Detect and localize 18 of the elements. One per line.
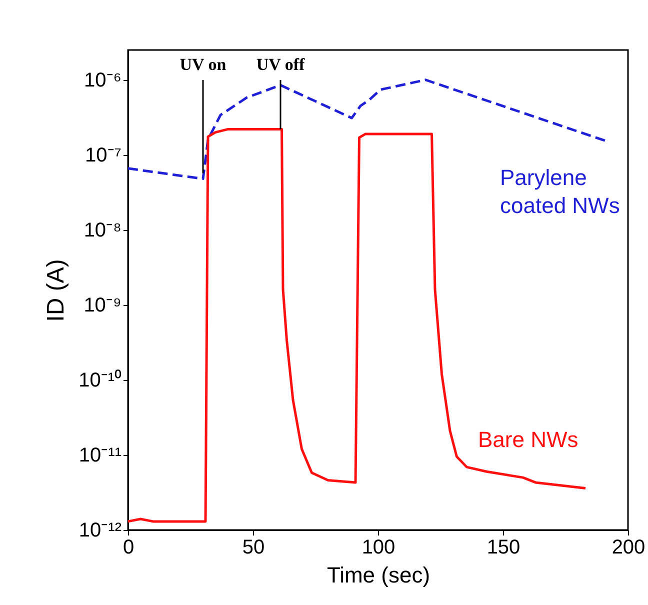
- x-tick-label: 100: [362, 536, 396, 558]
- y-tick-label: 10⁻⁶: [84, 69, 122, 92]
- series-label: Parylene coated NWs: [500, 165, 620, 218]
- x-axis-title: Time (sec): [326, 562, 430, 588]
- y-tick-label: 10⁻⁹: [84, 294, 122, 316]
- x-tick-label: 150: [486, 536, 520, 558]
- y-axis-title: ID (A): [42, 259, 70, 322]
- x-tick-label: 0: [122, 536, 134, 558]
- annotation: UV off: [256, 55, 305, 74]
- series-label: Bare NWs: [478, 427, 578, 452]
- y-tick-label: 10⁻⁷: [85, 144, 122, 166]
- y-tick-label: 10⁻¹²: [78, 520, 122, 542]
- y-tick-label: 10⁻¹¹: [78, 444, 122, 466]
- y-tick-label: 10⁻⁸: [84, 219, 122, 242]
- x-tick-label: 50: [242, 536, 265, 558]
- annotation: UV on: [180, 55, 227, 74]
- y-tick-label: 10⁻¹⁰: [78, 368, 122, 392]
- x-tick-label: 200: [612, 536, 646, 558]
